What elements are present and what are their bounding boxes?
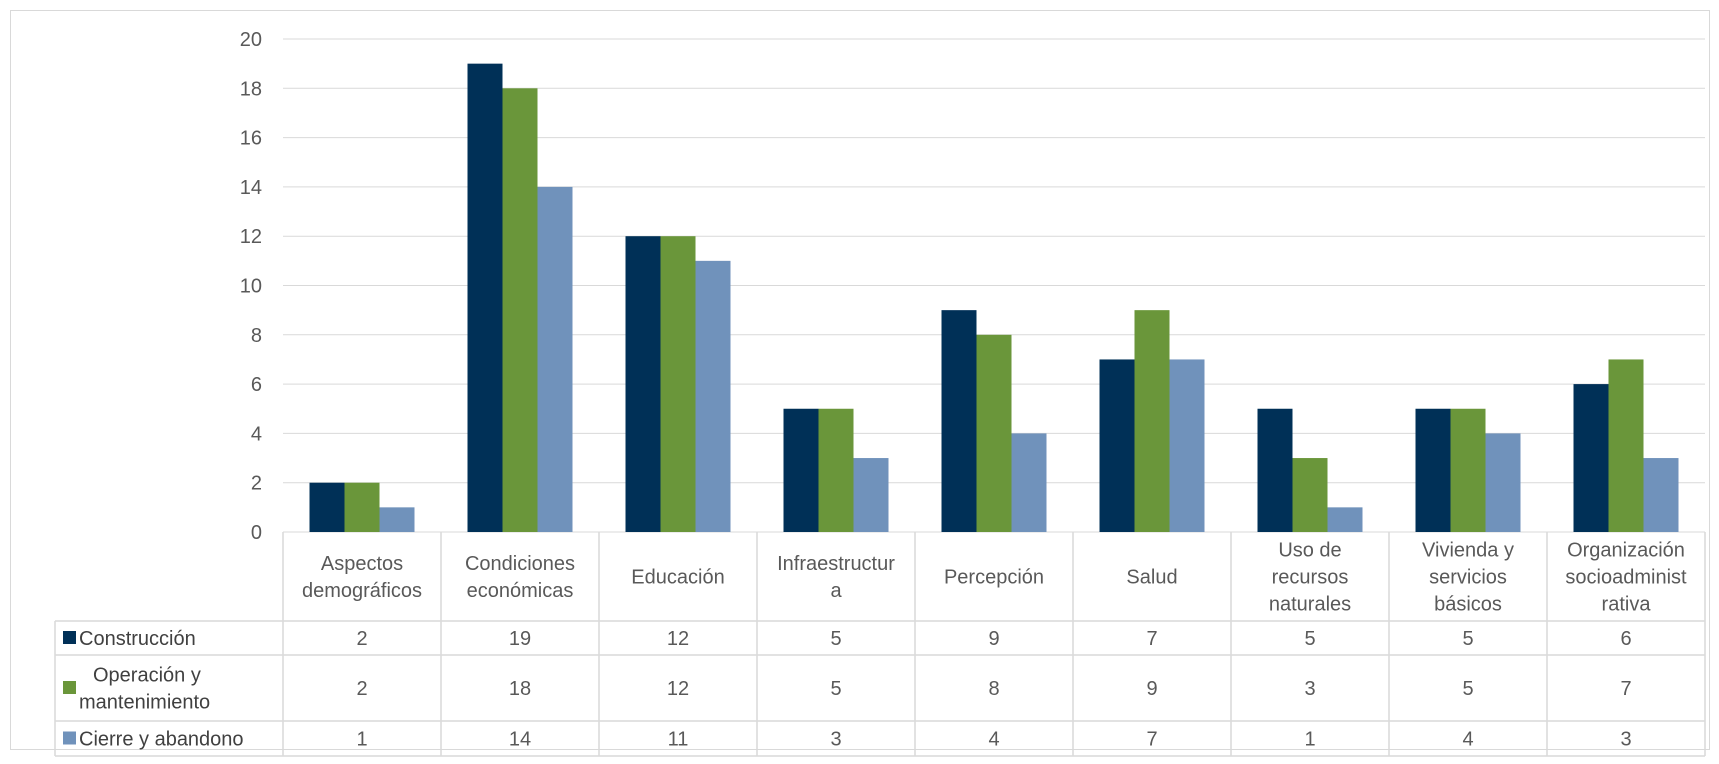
table-cell-value: 9 bbox=[1146, 678, 1157, 700]
category-label: a bbox=[830, 580, 842, 602]
table-cell-value: 5 bbox=[1462, 678, 1473, 700]
table-cell-value: 4 bbox=[1462, 729, 1473, 751]
bar bbox=[1450, 408, 1486, 532]
table-cell-value: 5 bbox=[830, 678, 841, 700]
bar bbox=[344, 482, 380, 532]
table-cell-value: 8 bbox=[988, 678, 999, 700]
y-tick-label: 16 bbox=[240, 128, 262, 150]
legend-label: Operación y bbox=[93, 665, 201, 687]
data-table: Aspectos demográficos Condiciones económica… bbox=[54, 532, 1706, 757]
category-label: Percepción bbox=[944, 567, 1044, 589]
category-label: Salud bbox=[1126, 567, 1177, 589]
bar bbox=[1134, 310, 1170, 532]
y-axis: 0 2 4 6 8 10 12 14 16 18 20 bbox=[240, 29, 262, 544]
category-label: rativa bbox=[1602, 594, 1652, 616]
category-label: demográficos bbox=[302, 580, 422, 602]
bar bbox=[502, 88, 538, 533]
table-cell-value: 18 bbox=[509, 678, 531, 700]
y-tick-label: 0 bbox=[251, 522, 262, 544]
y-tick-label: 8 bbox=[251, 325, 262, 347]
legend-key bbox=[63, 631, 76, 644]
table-cell-value: 5 bbox=[1304, 628, 1315, 650]
y-tick-label: 4 bbox=[251, 423, 262, 445]
category-label: servicios bbox=[1429, 567, 1507, 589]
bar bbox=[1327, 507, 1363, 532]
y-tick-label: 12 bbox=[240, 226, 262, 248]
bar bbox=[660, 236, 696, 532]
table-cell-value: 2 bbox=[356, 678, 367, 700]
table-cell-value: 1 bbox=[356, 729, 367, 751]
legend-key bbox=[63, 731, 76, 745]
legend-label: Cierre y abandono bbox=[79, 729, 244, 751]
table-cell-value: 7 bbox=[1146, 628, 1157, 650]
category-label: Organización bbox=[1567, 540, 1685, 562]
bar bbox=[1485, 433, 1521, 532]
y-tick-label: 18 bbox=[240, 78, 262, 100]
table-cell-value: 7 bbox=[1620, 678, 1631, 700]
table-cell-value: 5 bbox=[1462, 628, 1473, 650]
category-label: Vivienda y bbox=[1422, 540, 1514, 562]
bar bbox=[537, 186, 573, 532]
table-cell-value: 11 bbox=[668, 729, 689, 751]
bar bbox=[1169, 359, 1205, 532]
table-cell-value: 7 bbox=[1146, 729, 1157, 751]
table-cell-value: 6 bbox=[1620, 628, 1631, 650]
bar bbox=[1415, 408, 1451, 532]
table-cell-value: 5 bbox=[830, 628, 841, 650]
category-label: socioadminist bbox=[1565, 567, 1687, 589]
bar bbox=[1292, 458, 1328, 532]
category-label: recursos bbox=[1272, 567, 1349, 589]
bar bbox=[1608, 359, 1644, 532]
bar bbox=[309, 482, 345, 532]
table-cell-value: 3 bbox=[1620, 729, 1631, 751]
table-cell-value: 3 bbox=[830, 729, 841, 751]
bar bbox=[625, 236, 661, 532]
legend-label: mantenimiento bbox=[79, 692, 210, 714]
category-label: Condiciones bbox=[465, 553, 575, 575]
table-cell-value: 4 bbox=[988, 729, 999, 751]
bar bbox=[976, 334, 1012, 532]
table-cell-value: 2 bbox=[356, 628, 367, 650]
bar bbox=[853, 458, 889, 532]
y-tick-label: 14 bbox=[240, 177, 262, 199]
legend-label: Construcción bbox=[79, 628, 196, 650]
category-label: naturales bbox=[1269, 594, 1351, 616]
legend-key bbox=[63, 681, 76, 694]
category-label: básicos bbox=[1434, 594, 1502, 616]
table-cell-value: 3 bbox=[1304, 678, 1315, 700]
table-cell-value: 9 bbox=[988, 628, 999, 650]
y-tick-label: 2 bbox=[251, 473, 262, 495]
table-cell-value: 19 bbox=[509, 628, 531, 650]
bar bbox=[1099, 359, 1135, 532]
bar bbox=[1573, 384, 1609, 532]
category-label: Uso de bbox=[1278, 540, 1341, 562]
y-tick-label: 6 bbox=[251, 374, 262, 396]
category-label: Educación bbox=[631, 567, 724, 589]
bar bbox=[1011, 433, 1047, 532]
bar bbox=[941, 310, 977, 532]
bar bbox=[1643, 458, 1679, 532]
category-label: económicas bbox=[467, 580, 574, 602]
y-tick-label: 10 bbox=[240, 276, 262, 298]
table-cell-value: 12 bbox=[667, 628, 689, 650]
bar bbox=[783, 408, 819, 532]
bar bbox=[1257, 408, 1293, 532]
bar bbox=[695, 260, 731, 532]
category-label: Infraestructur bbox=[777, 553, 895, 575]
bars bbox=[309, 63, 1679, 533]
table-cell-value: 1 bbox=[1304, 729, 1315, 751]
bar bbox=[818, 408, 854, 532]
y-tick-label: 20 bbox=[240, 29, 262, 51]
chart-frame bbox=[10, 10, 1710, 750]
table-cell-value: 12 bbox=[667, 678, 689, 700]
table-cell-value: 14 bbox=[509, 729, 531, 751]
bar bbox=[467, 63, 503, 533]
category-label: Aspectos bbox=[321, 553, 403, 575]
bar bbox=[379, 507, 415, 532]
